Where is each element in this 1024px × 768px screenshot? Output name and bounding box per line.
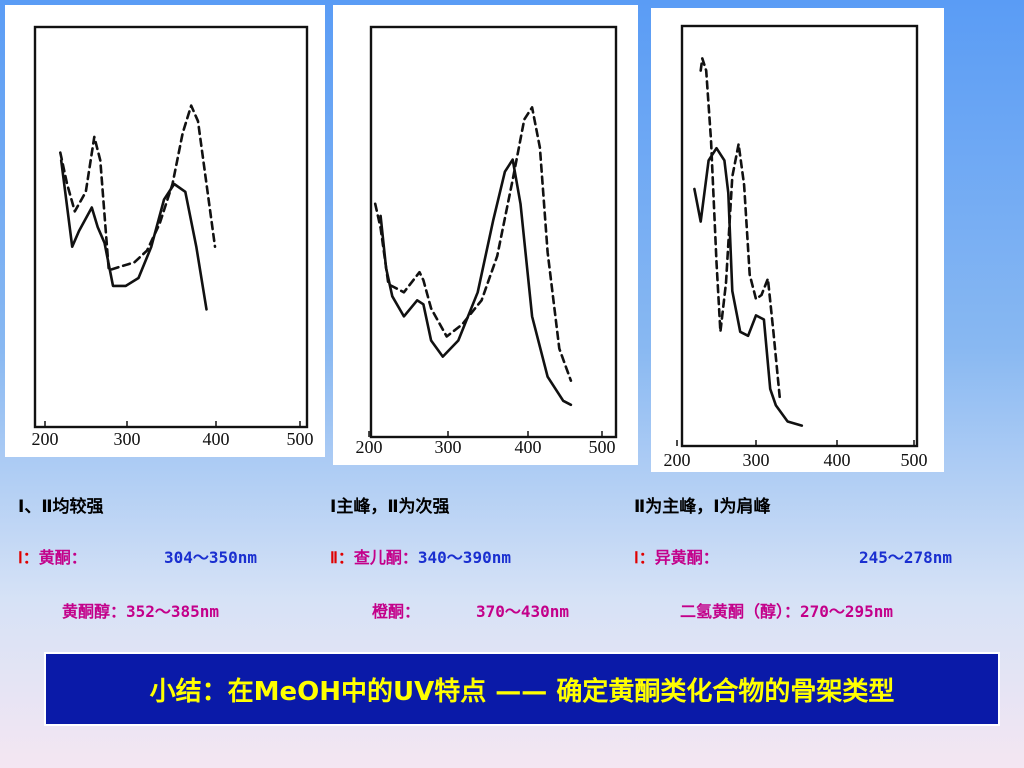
isoflavone-name: 异黄酮：	[654, 548, 719, 567]
x-tick-label: 300	[114, 429, 141, 449]
band-label-3: Ⅰ：	[634, 548, 655, 567]
solid-spectrum-line	[59, 159, 208, 311]
x-tick-label: 300	[743, 450, 770, 470]
x-tick-label: 400	[203, 429, 230, 449]
flavone-range: 304～350nm	[164, 548, 258, 567]
chalcone-name: 查儿酮：	[353, 548, 418, 567]
aurone-row: 橙酮： 370～430nm	[372, 598, 569, 622]
dashed-spectrum-line	[699, 57, 781, 399]
x-tick-label: 500	[589, 437, 616, 457]
x-tick-label: 500	[287, 429, 314, 449]
isoflavone-range: 245～278nm	[859, 548, 953, 567]
dashed-spectrum-line	[58, 104, 217, 272]
aurone-name: 橙酮：	[372, 602, 421, 621]
x-tick-label: 500	[901, 450, 928, 470]
spectrum-chart-1: 200 300 400 500	[32, 25, 314, 449]
flavone-row: Ⅰ：黄酮： 304～350nm	[18, 544, 257, 568]
column-header-3: Ⅱ为主峰，Ⅰ为肩峰	[634, 497, 771, 517]
flavonol-row: 黄酮醇：352～385nm	[62, 602, 220, 621]
x-tick-label: 200	[664, 450, 691, 470]
solid-spectrum-line	[693, 146, 804, 427]
column-header-1: Ⅰ、Ⅱ均较强	[18, 497, 104, 517]
flavone-name: 黄酮：	[38, 548, 87, 567]
isoflavone-row: Ⅰ：异黄酮： 245～278nm	[634, 544, 952, 568]
aurone-range: 370～430nm	[476, 602, 570, 621]
dihydroflavone-row: 二氢黄酮（醇）：270～295nm	[680, 602, 894, 621]
summary-banner: 小结：在MeOH中的UV特点 —— 确定黄酮类化合物的骨架类型	[44, 652, 1000, 726]
chalcone-range: 340～390nm	[417, 548, 511, 567]
band-label-2: Ⅱ：	[330, 548, 354, 567]
spectrum-panel-3: 200 300 400 500	[651, 8, 944, 472]
band-label-1: Ⅰ：	[18, 548, 39, 567]
plot-frame	[33, 25, 309, 429]
plot-frame	[680, 24, 919, 448]
spectrum-panel-2: 200 300 400 500	[333, 5, 638, 465]
x-tick-label: 200	[32, 429, 59, 449]
dashed-spectrum-line	[373, 106, 573, 383]
x-tick-label: 300	[435, 437, 462, 457]
column-header-2: Ⅰ主峰，Ⅱ为次强	[330, 497, 450, 517]
x-tick-label: 400	[515, 437, 542, 457]
spectrum-chart-3: 200 300 400 500	[664, 24, 928, 470]
spectrum-panel-1: 200 300 400 500	[5, 5, 325, 457]
chalcone-row: Ⅱ：查儿酮：340～390nm	[330, 544, 511, 568]
x-tick-label: 200	[356, 437, 383, 457]
summary-text: 小结：在MeOH中的UV特点 —— 确定黄酮类化合物的骨架类型	[149, 676, 895, 707]
x-tick-label: 400	[824, 450, 851, 470]
spectrum-chart-2: 200 300 400 500	[356, 25, 618, 457]
plot-frame	[369, 25, 618, 439]
solid-spectrum-line	[379, 158, 573, 407]
